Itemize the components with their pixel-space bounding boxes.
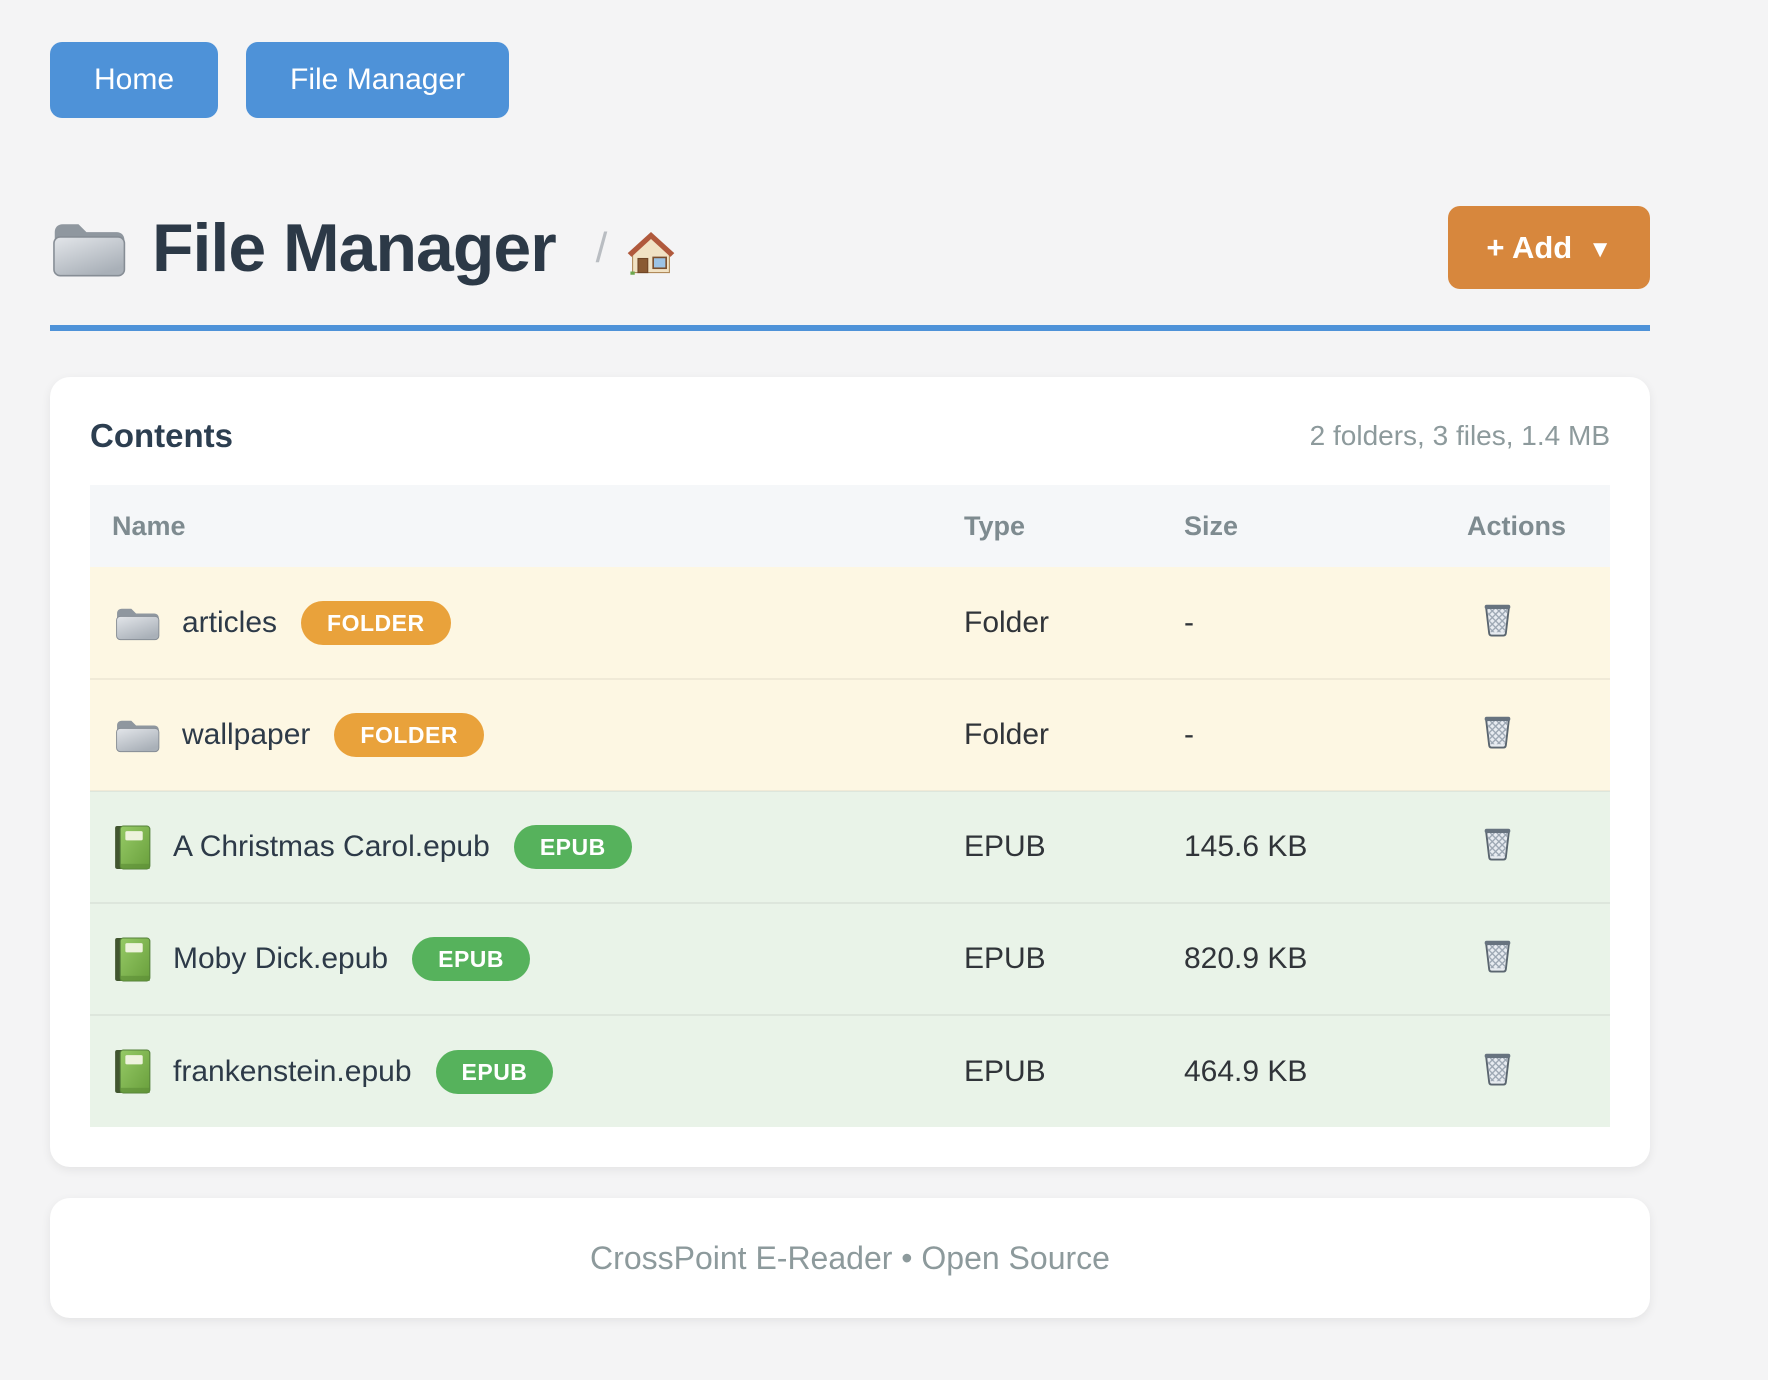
- page-title: File Manager: [152, 209, 557, 286]
- contents-summary: 2 folders, 3 files, 1.4 MB: [1309, 420, 1610, 451]
- table-row: articles FOLDER Folder -: [90, 567, 1610, 679]
- trash-icon: [1482, 825, 1513, 864]
- item-type-badge: EPUB: [435, 1049, 554, 1094]
- file-table: Name Type Size Actions: [90, 485, 1610, 1127]
- column-header-name: Name: [90, 485, 964, 567]
- item-size: -: [1184, 678, 1439, 791]
- column-header-size: Size: [1184, 485, 1439, 567]
- table-row: frankenstein.epub EPUB EPUB 464.9 KB: [90, 1014, 1610, 1127]
- title-group: File Manager /: [50, 209, 1448, 287]
- item-type-badge: EPUB: [513, 825, 632, 869]
- delete-button[interactable]: [1482, 601, 1513, 640]
- item-name-link[interactable]: Moby Dick.epub: [173, 942, 389, 975]
- folder-icon: [114, 716, 160, 754]
- add-button[interactable]: + Add ▼: [1448, 206, 1650, 289]
- item-type: EPUB: [964, 902, 1184, 1015]
- delete-button[interactable]: [1482, 825, 1513, 864]
- item-size: 145.6 KB: [1184, 790, 1439, 903]
- trash-icon: [1482, 601, 1513, 640]
- item-name-link[interactable]: wallpaper: [182, 718, 311, 751]
- trash-icon: [1482, 1050, 1513, 1089]
- folder-icon: [50, 216, 126, 280]
- add-button-label: + Add: [1486, 229, 1573, 265]
- item-size: 820.9 KB: [1184, 902, 1439, 1015]
- delete-button[interactable]: [1482, 937, 1513, 976]
- item-name-link[interactable]: A Christmas Carol.epub: [173, 830, 490, 863]
- caret-down-icon: ▼: [1588, 235, 1612, 263]
- column-header-actions: Actions: [1439, 485, 1610, 567]
- title-underline: [50, 325, 1650, 331]
- item-type: EPUB: [964, 1014, 1184, 1127]
- item-type: EPUB: [964, 790, 1184, 903]
- trash-icon: [1482, 713, 1513, 752]
- green-book-icon: [114, 824, 151, 871]
- table-row: A Christmas Carol.epub EPUB EPUB 145.6 K…: [90, 790, 1610, 903]
- top-nav: Home File Manager: [50, 42, 1650, 118]
- item-type-badge: EPUB: [412, 937, 531, 981]
- item-name-link[interactable]: frankenstein.epub: [173, 1054, 412, 1088]
- folder-icon: [114, 604, 160, 642]
- table-header-row: Name Type Size Actions: [90, 485, 1610, 567]
- item-type: Folder: [964, 678, 1184, 791]
- house-icon[interactable]: [625, 228, 677, 276]
- item-size: -: [1184, 567, 1439, 679]
- page: Home File Manager File Manager /: [50, 0, 1650, 1318]
- item-type-badge: FOLDER: [301, 600, 451, 645]
- item-type: Folder: [964, 567, 1184, 679]
- item-name-link[interactable]: articles: [182, 605, 278, 639]
- item-type-badge: FOLDER: [334, 713, 484, 757]
- title-row: File Manager / + Add ▼: [50, 206, 1650, 289]
- home-button[interactable]: Home: [50, 42, 219, 118]
- table-row: Moby Dick.epub EPUB EPUB 820.9 KB: [90, 902, 1610, 1015]
- breadcrumb-separator: /: [595, 223, 608, 271]
- green-book-icon: [114, 1048, 151, 1095]
- item-size: 464.9 KB: [1184, 1014, 1439, 1127]
- contents-header: Contents 2 folders, 3 files, 1.4 MB: [90, 417, 1610, 455]
- file-manager-button[interactable]: File Manager: [246, 42, 510, 118]
- delete-button[interactable]: [1482, 1050, 1513, 1089]
- footer: CrossPoint E-Reader • Open Source: [50, 1198, 1650, 1318]
- footer-text: CrossPoint E-Reader • Open Source: [590, 1239, 1110, 1276]
- delete-button[interactable]: [1482, 713, 1513, 752]
- contents-card: Contents 2 folders, 3 files, 1.4 MB Name…: [50, 377, 1650, 1167]
- green-book-icon: [114, 936, 151, 983]
- contents-heading: Contents: [90, 417, 233, 454]
- column-header-type: Type: [964, 485, 1184, 567]
- table-row: wallpaper FOLDER Folder -: [90, 678, 1610, 791]
- trash-icon: [1482, 937, 1513, 976]
